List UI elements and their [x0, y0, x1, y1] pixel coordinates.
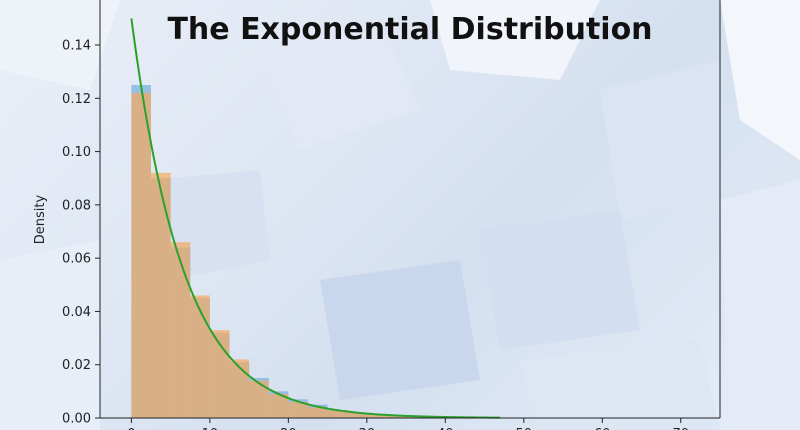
chart-title: The Exponential Distribution	[167, 12, 653, 47]
y-tick-label: 0.10	[62, 145, 91, 160]
y-tick-label: 0.12	[62, 92, 91, 107]
y-tick-label: 0.00	[62, 412, 91, 427]
histogram-bar	[249, 380, 269, 418]
x-tick-label: 30	[359, 427, 376, 430]
y-tick-label: 0.14	[62, 39, 91, 54]
histogram-bar	[327, 410, 348, 418]
density-curve-layer	[130, 18, 501, 419]
x-tick-label: 20	[280, 427, 297, 430]
histogram-bar	[151, 172, 171, 418]
tick-labels: 0.00 0.02 0.04 0.06 0.08 0.10 0.12 0.14 0 10 20 30 4…	[33, 39, 689, 430]
histogram-bar	[386, 415, 407, 418]
y-axis-label: Density	[33, 194, 48, 244]
x-tick-label: 60	[594, 427, 611, 430]
x-tick-label: 0	[127, 427, 135, 430]
x-tick-label: 50	[516, 427, 533, 430]
histogram-bar	[229, 359, 250, 418]
histogram-bar	[170, 242, 191, 418]
histogram-bar	[347, 412, 367, 418]
density-curve	[130, 18, 501, 419]
histogram-bar	[268, 394, 289, 418]
histogram-bar	[307, 407, 328, 418]
y-tick-label: 0.08	[62, 198, 91, 213]
histogram-bar	[131, 92, 152, 418]
x-tick-label: 40	[437, 427, 454, 430]
axes	[99, 0, 721, 419]
histogram-bar	[288, 402, 308, 418]
histogram-bars	[131, 84, 426, 418]
x-tick-label: 70	[672, 427, 689, 430]
histogram-bar	[406, 416, 426, 418]
x-tick-label: 10	[202, 427, 219, 430]
y-tick-label: 0.06	[62, 252, 91, 267]
y-tick-label: 0.02	[62, 358, 91, 373]
histogram-bar	[366, 414, 387, 418]
y-tick-label: 0.04	[62, 305, 91, 320]
histogram-bar	[190, 295, 210, 418]
